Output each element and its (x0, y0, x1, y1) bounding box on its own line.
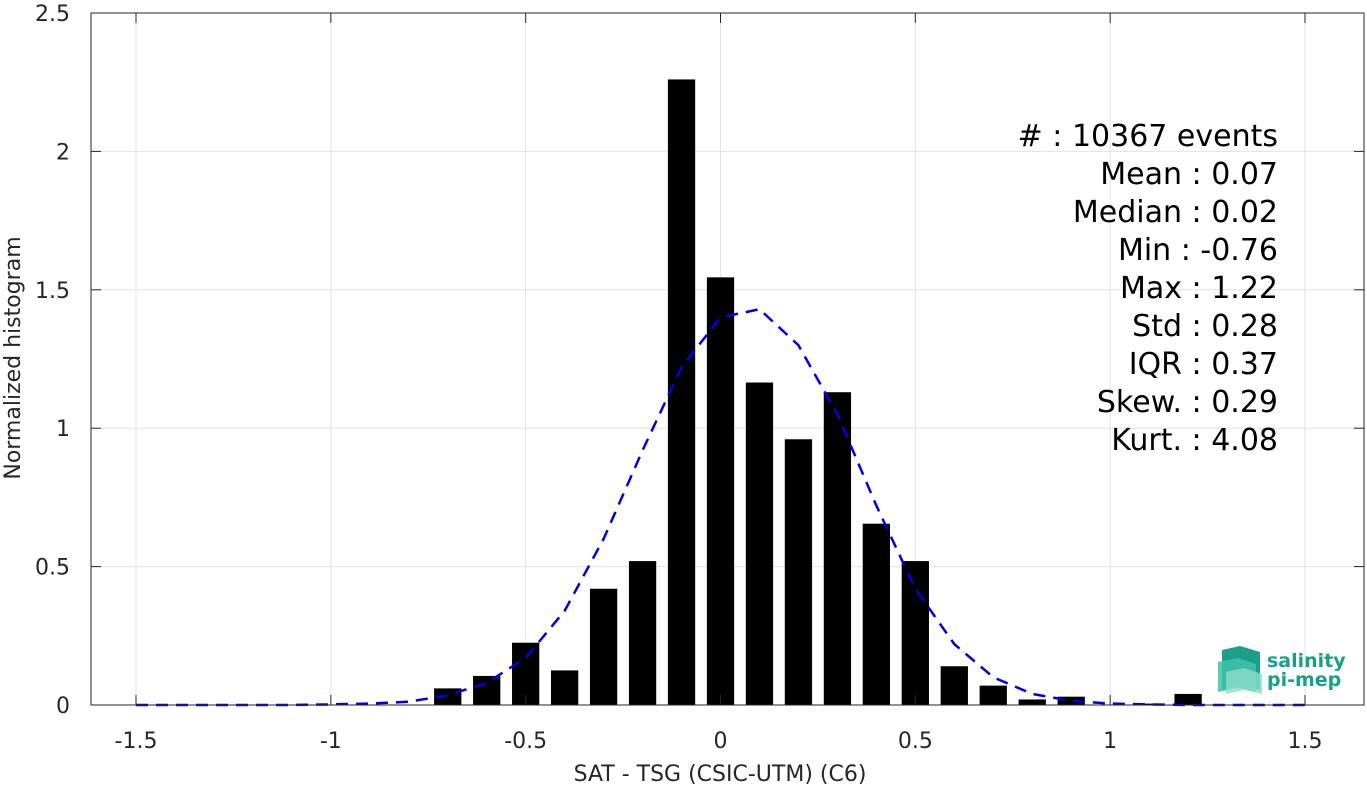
histogram-bar-11 (862, 523, 891, 705)
histogram-bar-19 (1174, 693, 1202, 705)
stat-line-2: Median : 0.02 (1073, 195, 1278, 230)
histogram-bar-3 (550, 670, 579, 705)
y-tick-label-4: 2 (56, 140, 70, 165)
x-tick-label-4: 0.5 (898, 729, 933, 754)
y-tick-label-3: 1.5 (35, 279, 70, 304)
stat-line-4: Max : 1.22 (1120, 271, 1278, 306)
histogram-bar-12 (901, 561, 929, 705)
logo-text-line1: salinity (1267, 650, 1346, 672)
histogram-bar-14 (979, 685, 1007, 705)
histogram-bar-16 (1057, 696, 1085, 705)
x-tick-label-1: -1 (320, 729, 342, 754)
histogram-bar-18 (1135, 703, 1163, 705)
histogram-bar-6 (667, 79, 696, 705)
x-tick-label-2: -0.5 (504, 729, 547, 754)
histogram-bar-4 (589, 588, 618, 705)
stat-line-1: Mean : 0.07 (1100, 157, 1278, 192)
histogram-bar-8 (745, 382, 774, 705)
histogram-bar-7 (706, 277, 735, 705)
stat-line-7: Skew. : 0.29 (1097, 385, 1278, 420)
y-axis-label: Normalized histogram (1, 236, 26, 479)
x-axis-label: SAT - TSG (CSIC-UTM) (C6) (574, 762, 867, 785)
histogram-bar-9 (784, 439, 813, 705)
x-tick-label-5: 1 (1103, 729, 1117, 754)
stat-line-6: IQR : 0.37 (1129, 347, 1278, 382)
stat-line-0: # : 10367 events (1018, 119, 1278, 154)
stat-line-8: Kurt. : 4.08 (1111, 423, 1278, 458)
logo-icon (1218, 646, 1262, 694)
y-tick-label-2: 1 (56, 417, 70, 442)
axes-box (90, 12, 1365, 706)
histogram-bar-15 (1018, 699, 1046, 705)
axes-frame (90, 12, 1365, 706)
x-tick-label-6: 1.5 (1288, 729, 1323, 754)
y-tick-labels: 0 0.5 1 1.5 2 2.5 (35, 2, 70, 719)
histogram-bar-2 (512, 642, 540, 705)
histogram-bar-5 (628, 561, 657, 705)
x-tick-label-0: -1.5 (115, 729, 158, 754)
y-tick-label-5: 2.5 (35, 2, 70, 27)
logo-text-line2: pi-mep (1267, 669, 1341, 691)
pi-mep-logo: salinity pi-mep (1218, 646, 1346, 694)
histogram-bar-0 (434, 688, 462, 705)
stat-line-5: Std : 0.28 (1132, 309, 1278, 344)
histogram-bar-10 (823, 392, 852, 705)
stat-line-3: Min : -0.76 (1118, 233, 1278, 268)
histogram-bars (434, 79, 1202, 705)
histogram-bar-1 (473, 675, 501, 705)
x-tick-labels: -1.5 -1 -0.5 0 0.5 1 1.5 (115, 729, 1323, 754)
histogram-bar-13 (940, 666, 968, 705)
y-tick-label-0: 0 (56, 694, 70, 719)
x-tick-label-3: 0 (714, 729, 728, 754)
y-tick-label-1: 0.5 (35, 556, 70, 581)
